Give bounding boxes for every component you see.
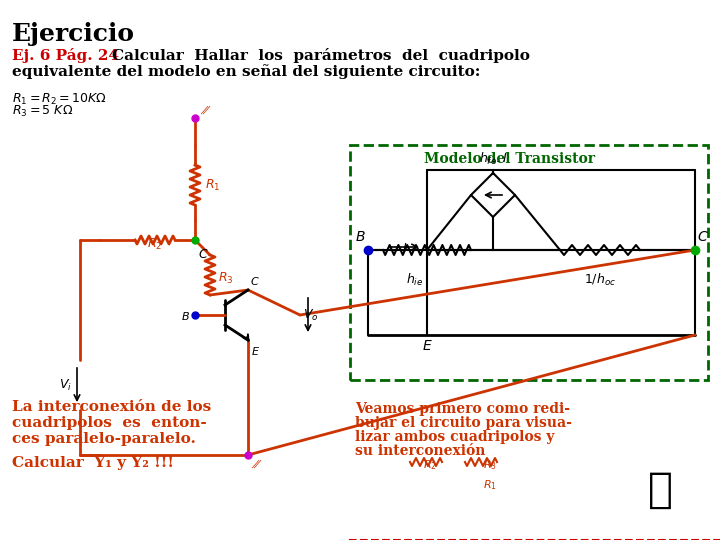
Bar [350,145,708,380]
Text: $R_1 = R_2 = 10K\Omega$: $R_1 = R_2 = 10K\Omega$ [12,92,107,107]
Text: $E$: $E$ [251,345,260,357]
Text: $h_{fe}.I$: $h_{fe}.I$ [479,151,508,167]
Text: $1/h_{oc}$: $1/h_{oc}$ [584,272,616,288]
Text: $h_{ie}$: $h_{ie}$ [406,272,423,288]
Text: cuadripolos  es  enton-: cuadripolos es enton- [12,416,207,430]
Text: $V_i$: $V_i$ [59,377,72,393]
Text: $R_3 = 5\ K\Omega$: $R_3 = 5\ K\Omega$ [12,104,73,119]
Text: su interconexión: su interconexión [355,444,485,458]
Text: $C$: $C$ [250,275,260,287]
Text: Calcular  Y₁ y Y₂ !!!: Calcular Y₁ y Y₂ !!! [12,456,174,470]
Text: bujar el circuito para visua-: bujar el circuito para visua- [355,416,572,430]
Text: lizar ambos cuadripolos y: lizar ambos cuadripolos y [355,430,554,444]
Text: 🎓: 🎓 [647,469,672,511]
Text: $R_2$: $R_2$ [148,237,163,252]
Text: La interconexión de los: La interconexión de los [12,400,211,414]
Text: $C$: $C$ [198,248,209,261]
Text: $I$: $I$ [402,242,408,255]
Text: $R_1$: $R_1$ [483,478,497,492]
Text: $C$: $C$ [697,230,708,244]
Text: Veamos primero como redi-: Veamos primero como redi- [355,402,570,416]
Text: Calcular  Hallar  los  parámetros  del  cuadripolo: Calcular Hallar los parámetros del cuadr… [112,48,530,63]
Text: $R_1$: $R_1$ [205,178,220,193]
Text: ces paralelo-paralelo.: ces paralelo-paralelo. [12,432,196,446]
Text: $V_o$: $V_o$ [303,307,318,322]
Text: $\not\!\not$: $\not\!\not$ [251,457,263,470]
Text: $R_3$: $R_3$ [483,458,497,472]
Text: $R_3$: $R_3$ [218,271,233,286]
Text: $E$: $E$ [422,339,433,353]
Text: equivalente del modelo en señal del siguiente circuito:: equivalente del modelo en señal del sigu… [12,64,480,79]
Text: $\not\!\not$: $\not\!\not$ [200,103,212,116]
Text: $B$: $B$ [181,310,190,322]
Text: $B$: $B$ [356,230,366,244]
Text: Ejercicio: Ejercicio [12,22,135,46]
Text: $R_2$: $R_2$ [423,458,437,472]
Text: Modelo del Transistor: Modelo del Transistor [425,152,595,166]
Text: Ej. 6 Pág. 24: Ej. 6 Pág. 24 [12,48,125,63]
